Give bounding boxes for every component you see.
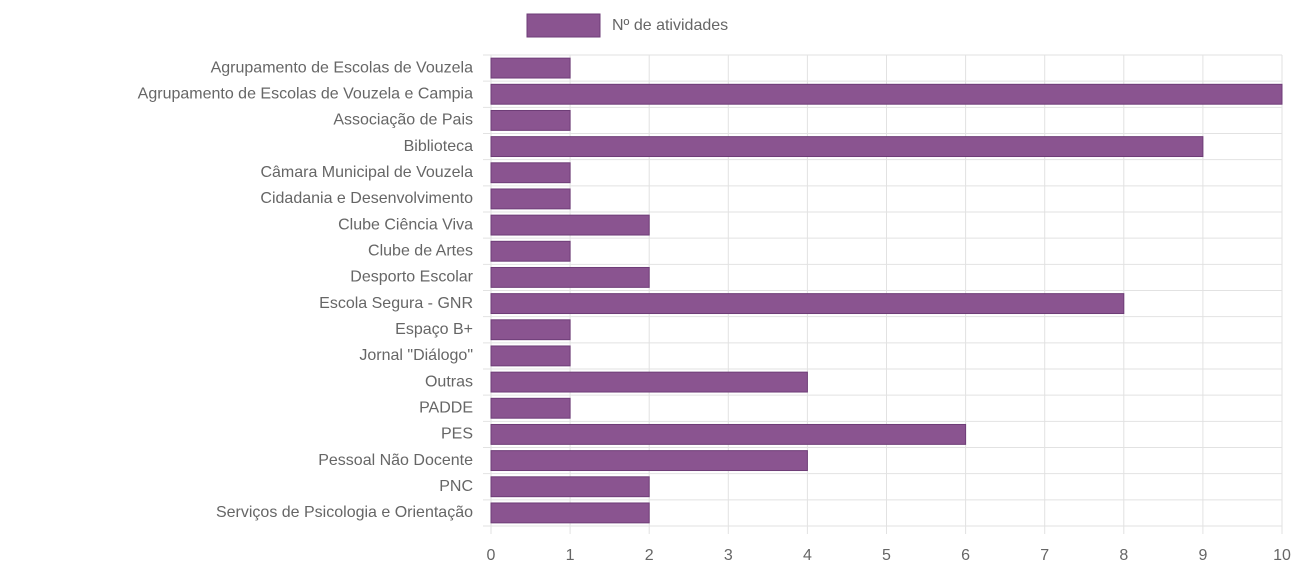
- bar: [490, 188, 571, 210]
- bar: [490, 293, 1125, 315]
- y-tick-label: Outras: [425, 373, 473, 390]
- bar: [490, 83, 1283, 105]
- bar: [490, 319, 571, 341]
- x-tick-label: 8: [1119, 547, 1128, 564]
- bar: [490, 450, 808, 472]
- y-tick-label: Desporto Escolar: [350, 269, 473, 286]
- y-tick-label: Associação de Pais: [333, 112, 473, 129]
- x-tick-label: 10: [1273, 547, 1291, 564]
- x-tick-label: 1: [566, 547, 575, 564]
- y-tick-label: Agrupamento de Escolas de Vouzela: [211, 59, 474, 76]
- x-tick-label: 4: [803, 547, 812, 564]
- y-tick-label: Agrupamento de Escolas de Vouzela e Camp…: [138, 85, 473, 102]
- bar: [490, 266, 650, 288]
- legend-swatch: [526, 13, 601, 38]
- bar: [490, 502, 650, 524]
- bar: [490, 240, 571, 262]
- y-tick-label: Clube Ciência Viva: [338, 216, 473, 233]
- bar: [490, 136, 1204, 158]
- bar: [490, 345, 571, 367]
- y-tick-label: Biblioteca: [404, 138, 473, 155]
- bar: [490, 162, 571, 184]
- bar: [490, 57, 571, 79]
- x-tick-label: 3: [724, 547, 733, 564]
- y-tick-label: PADDE: [419, 399, 473, 416]
- bar: [490, 423, 967, 445]
- bar: [490, 371, 808, 393]
- y-tick-label: PNC: [439, 478, 473, 495]
- legend-label: Nº de atividades: [612, 17, 728, 34]
- x-tick-label: 7: [1040, 547, 1049, 564]
- y-tick-label: Jornal "Diálogo": [359, 347, 473, 364]
- bar: [490, 476, 650, 498]
- y-tick-label: Espaço B+: [395, 321, 473, 338]
- y-tick-label: Clube de Artes: [368, 242, 473, 259]
- x-tick-label: 9: [1198, 547, 1207, 564]
- x-tick-label: 6: [961, 547, 970, 564]
- y-tick-label: Serviços de Psicologia e Orientação: [216, 504, 473, 521]
- bar: [490, 109, 571, 131]
- y-tick-label: PES: [441, 426, 473, 443]
- x-tick-label: 2: [645, 547, 654, 564]
- bar: [490, 214, 650, 236]
- x-tick-label: 5: [882, 547, 891, 564]
- y-tick-label: Pessoal Não Docente: [318, 452, 473, 469]
- y-tick-label: Câmara Municipal de Vouzela: [260, 164, 473, 181]
- y-tick-label: Cidadania e Desenvolvimento: [260, 190, 473, 207]
- y-tick-label: Escola Segura - GNR: [319, 295, 473, 312]
- x-tick-label: 0: [487, 547, 496, 564]
- bar: [490, 397, 571, 419]
